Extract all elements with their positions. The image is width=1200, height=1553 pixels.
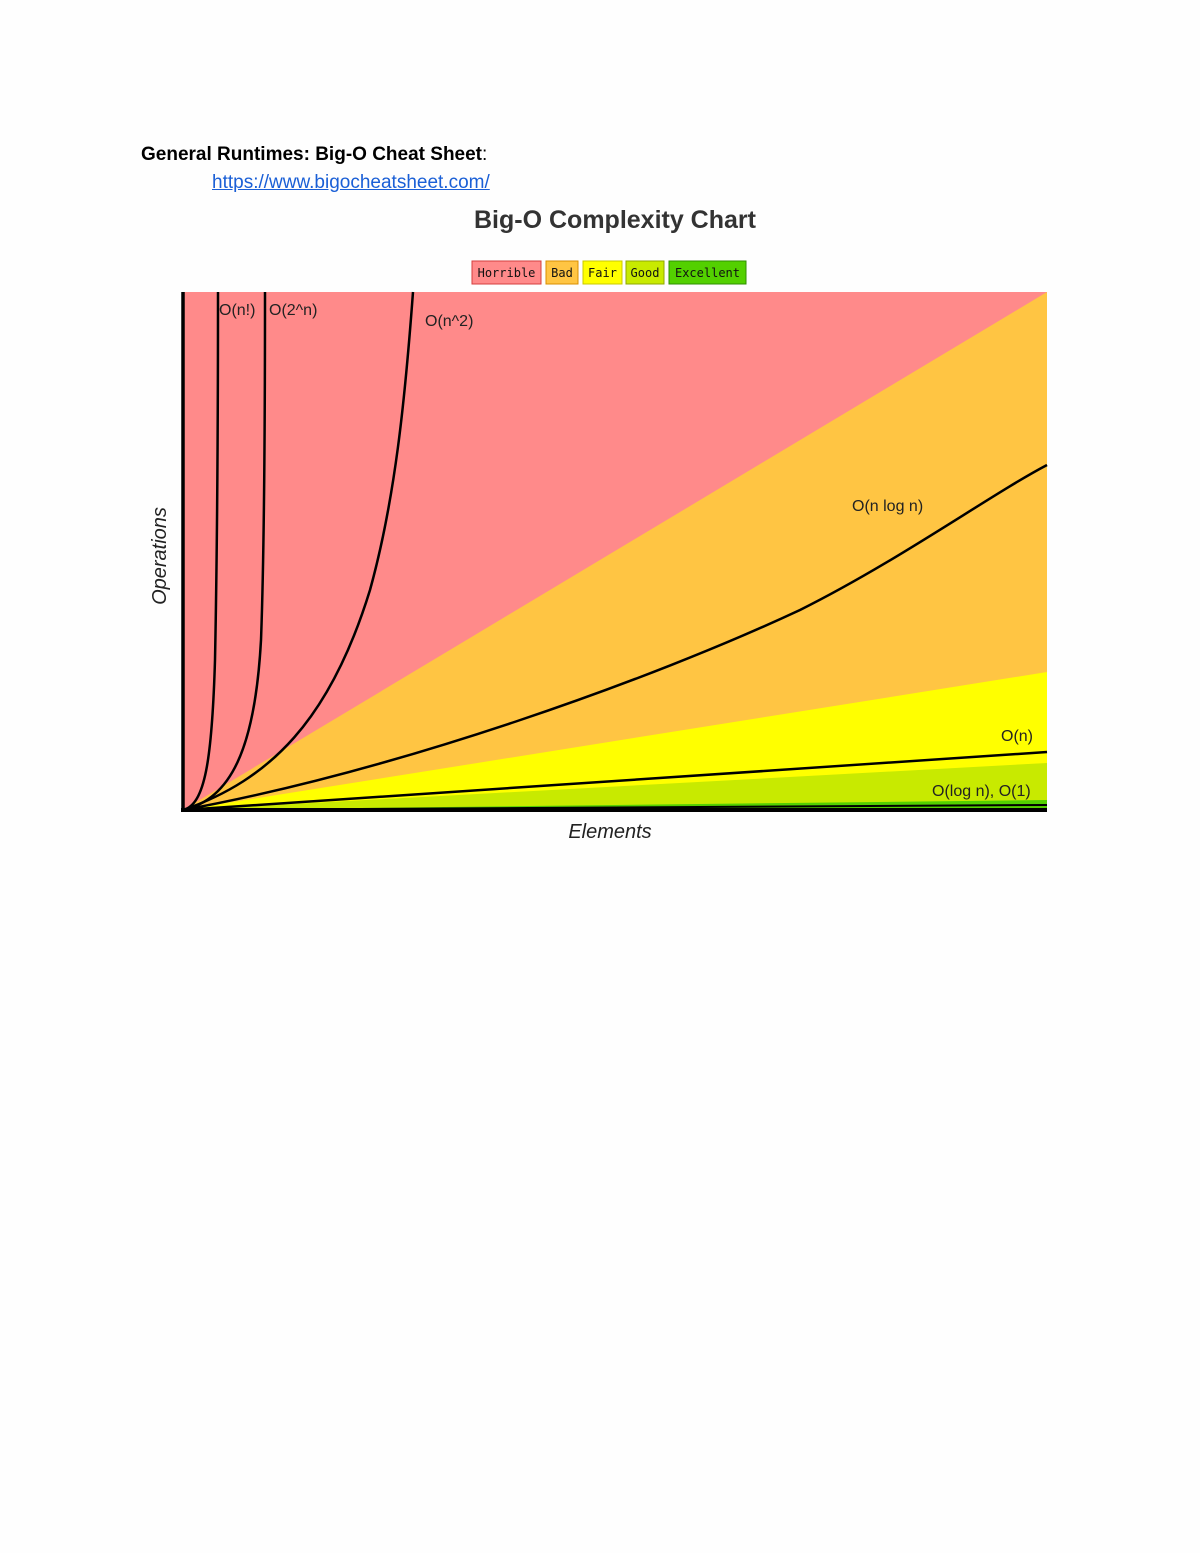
region-excellent	[183, 800, 1047, 810]
chart-legend: Horrible Bad Fair Good Excellent	[471, 260, 747, 285]
curve-o-n	[182, 750, 1048, 812]
legend-label-good: Good	[631, 266, 660, 280]
legend-item-fair: Fair	[582, 260, 623, 285]
legend-label-bad: Bad	[551, 266, 573, 280]
legend-item-horrible: Horrible	[471, 260, 542, 285]
region-bad	[183, 292, 1047, 810]
curve-label-o-n: O(n)	[1001, 728, 1033, 745]
legend-swatch-bad	[545, 260, 579, 285]
curve-label-o-log-n-o-1: O(log n), O(1)	[932, 783, 1031, 800]
legend-swatch-horrible	[471, 260, 542, 285]
region-good	[183, 763, 1047, 810]
legend-swatch-excellent	[668, 260, 747, 285]
chart-regions	[183, 292, 1047, 810]
heading-text: General Runtimes: Big-O Cheat Sheet	[141, 144, 483, 165]
chart-axes	[181, 292, 1047, 812]
legend-swatch-fair	[582, 260, 623, 285]
legend-item-excellent: Excellent	[668, 260, 747, 285]
legend-label-excellent: Excellent	[675, 266, 740, 280]
legend-label-horrible: Horrible	[478, 266, 536, 280]
curve-label-o-n-factorial: O(n!)	[219, 302, 255, 319]
y-axis-label: Operations	[149, 507, 171, 605]
curve-o-n-squared	[182, 291, 415, 812]
heading-colon: :	[482, 144, 488, 165]
legend-swatch-good	[625, 260, 665, 285]
bigocheatsheet-link[interactable]: https://www.bigocheatsheet.com/	[212, 172, 490, 193]
document-heading: General Runtimes: Big-O Cheat Sheet:	[141, 143, 487, 167]
curve-labels: O(n!) O(2^n) O(n^2) O(n log n) O(n) O(lo…	[219, 302, 1033, 800]
curve-label-o-n-log-n: O(n log n)	[852, 498, 923, 515]
legend-label-fair: Fair	[588, 266, 617, 280]
curve-o-2-n	[182, 291, 267, 812]
curve-o-n-factorial	[182, 291, 220, 812]
curve-label-o-2-n: O(2^n)	[269, 302, 317, 319]
x-axis-label: Elements	[568, 821, 651, 843]
curve-label-o-n-squared: O(n^2)	[425, 313, 473, 330]
legend-item-bad: Bad	[545, 260, 579, 285]
legend-item-good: Good	[625, 260, 665, 285]
chart-title: Big-O Complexity Chart	[474, 206, 757, 234]
curve-o-n-log-n	[182, 463, 1048, 812]
